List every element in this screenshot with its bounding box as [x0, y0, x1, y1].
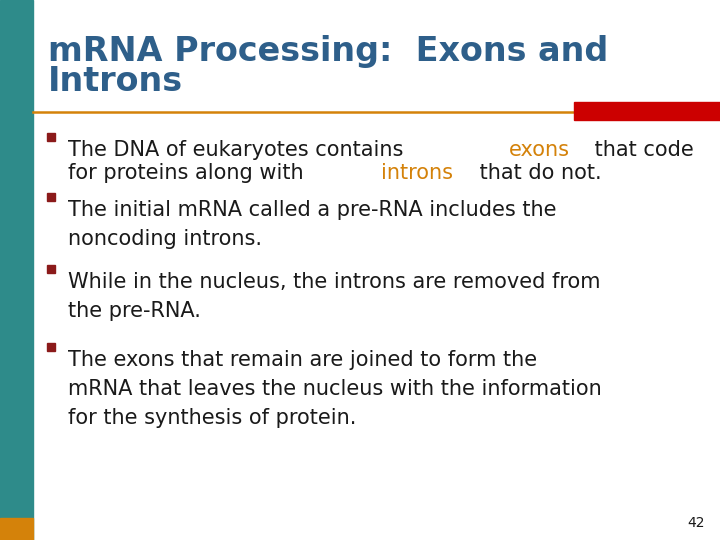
- Text: The DNA of eukaryotes contains: The DNA of eukaryotes contains: [68, 140, 410, 160]
- Text: The exons that remain are joined to form the
mRNA that leaves the nucleus with t: The exons that remain are joined to form…: [68, 350, 602, 428]
- Bar: [0, 0, 33, 540]
- Text: for proteins along with: for proteins along with: [68, 163, 310, 183]
- Bar: [47, 133, 55, 141]
- Text: introns: introns: [381, 163, 453, 183]
- Bar: [0, 518, 33, 540]
- Bar: [47, 193, 55, 201]
- Text: While in the nucleus, the introns are removed from
the pre-RNA.: While in the nucleus, the introns are re…: [68, 272, 600, 321]
- Text: that code: that code: [588, 140, 694, 160]
- Text: 42: 42: [688, 516, 705, 530]
- Text: that do not.: that do not.: [474, 163, 602, 183]
- Text: exons: exons: [509, 140, 570, 160]
- Text: mRNA Processing:  Exons and: mRNA Processing: Exons and: [48, 35, 608, 68]
- Text: Introns: Introns: [48, 65, 183, 98]
- Bar: [47, 265, 55, 273]
- Bar: [574, 102, 720, 120]
- Bar: [47, 343, 55, 351]
- Text: The initial mRNA called a pre-RNA includes the
noncoding introns.: The initial mRNA called a pre-RNA includ…: [68, 200, 557, 249]
